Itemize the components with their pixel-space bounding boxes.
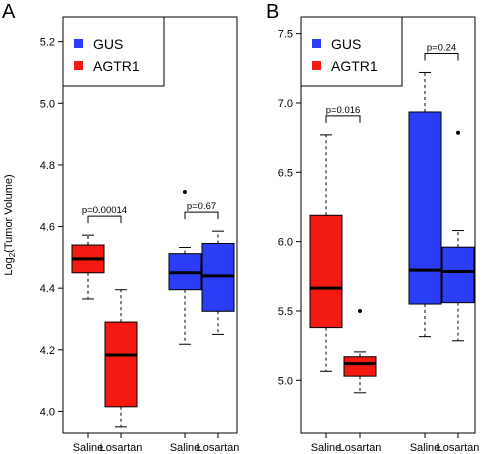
legend-swatch-gus <box>312 39 321 48</box>
significance-bracket: p=0.24 <box>424 42 459 61</box>
box-gus-losartan <box>441 130 475 342</box>
legend-frame-b <box>300 16 403 87</box>
legend-a: GUS AGTR1 <box>62 16 165 87</box>
outlier-point <box>358 308 362 313</box>
legend-label-gus: GUS <box>93 36 123 52</box>
y-tick-label: 6.0 <box>278 237 293 249</box>
y-axis-label: Log2(Tumor Volume) <box>3 174 17 275</box>
y-tick-label: 4.4 <box>40 283 55 295</box>
p-value-label: p=0.00014 <box>82 205 127 216</box>
outlier-point <box>456 130 460 135</box>
plot-frame-a <box>62 16 238 434</box>
legend-label-gus: GUS <box>331 36 361 52</box>
x-tick-label: Saline <box>311 442 342 454</box>
box-body <box>104 321 138 408</box>
y-tick-label: 4.2 <box>40 345 55 357</box>
x-tick-label: Saline <box>73 442 104 454</box>
significance-bracket: p=0.016 <box>325 105 361 123</box>
y-tick-label: 4.0 <box>40 406 55 418</box>
box-agtr1-saline <box>71 234 105 300</box>
panel-label-b: B <box>266 1 279 23</box>
y-tick-label: 5.2 <box>40 37 55 49</box>
bracket-line <box>325 115 361 123</box>
bracket-line <box>184 211 219 220</box>
panel-label-a: A <box>2 1 16 23</box>
legend-swatch-gus <box>74 39 83 48</box>
x-tick-label: Losartan <box>100 442 143 454</box>
p-value-label: p=0.67 <box>187 201 216 212</box>
bracket-line <box>87 215 122 224</box>
x-tick-label: Losartan <box>197 442 240 454</box>
legend-swatch-agtr1 <box>74 61 83 70</box>
legend-label-agtr1: AGTR1 <box>93 58 140 74</box>
p-value-label: p=0.24 <box>427 42 456 53</box>
y-tick-label: 7.5 <box>278 29 293 41</box>
y-tick-label: 7.0 <box>278 98 293 110</box>
box-body <box>408 111 442 305</box>
y-tick-label: 4.6 <box>40 222 55 234</box>
box-body <box>441 246 475 304</box>
y-tick-label: 6.5 <box>278 167 293 179</box>
significance-bracket: p=0.00014 <box>82 205 127 224</box>
outlier-point <box>183 190 187 195</box>
x-tick-label: Saline <box>170 442 201 454</box>
bracket-line <box>424 52 459 61</box>
legend-b: GUS AGTR1 <box>300 16 403 87</box>
legend-swatch-agtr1 <box>312 61 321 70</box>
box-gus-saline <box>408 71 442 338</box>
y-tick-label: 5.0 <box>278 375 293 387</box>
y-tick-label: 5.0 <box>40 98 55 110</box>
x-tick-label: Losartan <box>339 442 382 454</box>
x-tick-label: Losartan <box>437 442 480 454</box>
box-gus-losartan <box>201 230 235 335</box>
y-tick-label: 5.5 <box>278 306 293 318</box>
legend-label-agtr1: AGTR1 <box>331 58 378 74</box>
legend-frame-a <box>62 16 165 87</box>
p-value-label: p=0.016 <box>326 105 361 116</box>
y-tick-label: 4.8 <box>40 160 55 172</box>
box-agtr1-saline <box>309 134 343 372</box>
x-tick-label: Saline <box>410 442 441 454</box>
box-agtr1-losartan <box>104 289 138 428</box>
box-body <box>343 356 377 377</box>
box-gus-saline <box>168 190 202 345</box>
box-agtr1-losartan <box>343 308 377 394</box>
box-body <box>309 214 343 329</box>
box-body <box>201 242 235 312</box>
significance-bracket: p=0.67 <box>184 201 219 220</box>
